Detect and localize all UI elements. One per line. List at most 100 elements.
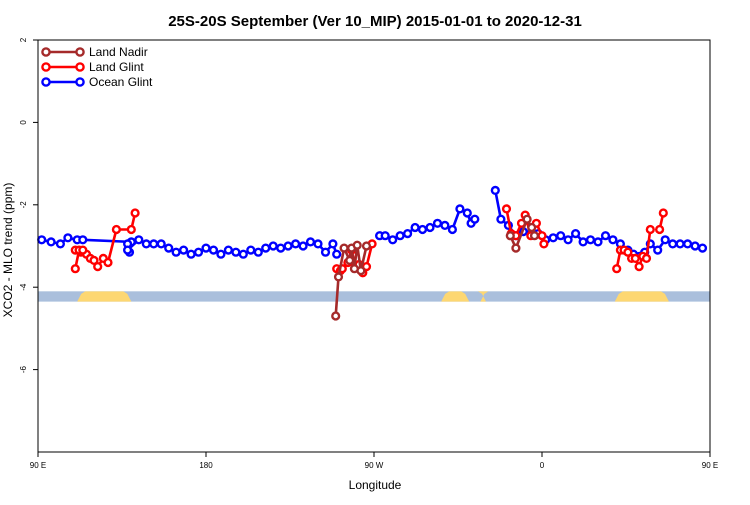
x-tick-label-2: 90 W — [365, 461, 384, 470]
land-nadir-point-8 — [356, 266, 366, 276]
ocean-glint-point-33 — [298, 241, 308, 251]
ocean-glint-point-31 — [283, 241, 293, 251]
land-nadir-point-4 — [345, 255, 355, 266]
land-nadir-point-13 — [527, 222, 537, 233]
land-glint-point-33 — [539, 239, 549, 249]
y-tick-label-0: 2 — [19, 37, 28, 42]
ocean-glint-point-51 — [462, 208, 472, 218]
ocean-glint-point-4 — [63, 233, 73, 243]
ocean-glint-point-44 — [410, 222, 420, 233]
ocean-glint-point-17 — [179, 245, 189, 255]
ocean-glint-point-14 — [156, 239, 166, 249]
ocean-glint-point-64 — [563, 235, 573, 245]
legend-label-land-nadir: Land Nadir — [89, 45, 148, 59]
land-nadir-point-3 — [339, 243, 349, 253]
ocean-glint-point-50 — [455, 204, 465, 214]
y-axis-label: XCO2 - MLO trend (ppm) — [1, 183, 15, 318]
ocean-glint-point-18 — [186, 249, 196, 259]
land-glint-point-12 — [70, 264, 80, 274]
legend-marker-left-ocean-glint — [41, 77, 51, 87]
ocean-glint-point-11 — [134, 235, 144, 245]
land-glint-point-44 — [654, 224, 665, 235]
ocean-glint-point-76 — [653, 245, 663, 255]
ocean-glint-point-21 — [208, 245, 219, 255]
land-nadir-point-7 — [352, 240, 362, 250]
land-glint-point-11 — [130, 208, 140, 218]
ocean-glint-point-20 — [201, 243, 211, 253]
ocean-glint-point-34 — [305, 237, 316, 247]
ocean-glint-point-68 — [593, 237, 603, 247]
ocean-glint-point-40 — [380, 231, 390, 241]
land-region-1 — [77, 291, 132, 302]
ocean-glint-point-36 — [320, 247, 331, 257]
land-nadir-point-10 — [505, 231, 515, 241]
legend-label-land-glint: Land Glint — [89, 60, 144, 74]
ocean-glint-point-70 — [608, 235, 618, 245]
land-glint-point-37 — [623, 247, 633, 257]
x-tick-label-0: 90 E — [30, 461, 46, 470]
ocean-glint-point-48 — [440, 220, 450, 231]
land-glint-point-45 — [658, 208, 668, 218]
ocean-glint-point-42 — [395, 231, 405, 241]
x-axis-label: Longitude — [349, 478, 402, 492]
x-tick-label-3: 0 — [540, 461, 545, 470]
land-nadir-point-9 — [361, 241, 372, 251]
land-glint-point-9 — [111, 224, 122, 235]
ocean-glint-point-77 — [660, 235, 670, 245]
land-region-4 — [614, 291, 669, 302]
ocean-glint-point-6 — [78, 235, 88, 245]
x-tick-label-1: 180 — [199, 461, 213, 470]
land-nadir-point-2 — [333, 272, 344, 282]
land-glint-point-42 — [641, 253, 652, 264]
land-glint-point-6 — [93, 262, 103, 272]
ocean-glint-point-2 — [46, 237, 56, 247]
land-glint-point-40 — [634, 262, 644, 272]
ocean-glint-point-13 — [149, 239, 159, 249]
ocean-glint-point-22 — [216, 249, 226, 259]
ocean-glint-point-53 — [470, 214, 480, 224]
ocean-glint-point-37 — [328, 239, 338, 249]
ocean-glint-point-43 — [403, 229, 413, 239]
ocean-glint-point-78 — [668, 239, 678, 249]
ocean-glint-point-26 — [246, 245, 256, 255]
land-glint-point-8 — [103, 257, 113, 268]
ocean-glint-point-1 — [37, 235, 47, 245]
ocean-glint-point-29 — [268, 241, 278, 251]
legend-item-land-nadir: Land Nadir — [41, 45, 148, 59]
ocean-glint-point-16 — [171, 247, 181, 257]
ocean-glint-point-12 — [141, 239, 151, 249]
chart-title: 25S-20S September (Ver 10_MIP) 2015-01-0… — [168, 13, 582, 30]
legend-item-ocean-glint: Ocean Glint — [41, 75, 153, 89]
ocean-glint-point-47 — [432, 218, 443, 228]
legend-marker-right-land-glint — [75, 62, 85, 72]
ocean-glint-point-55 — [496, 214, 506, 224]
ocean-glint-point-32 — [291, 239, 301, 249]
ocean-glint-point-49 — [447, 224, 458, 235]
ocean-glint-point-69 — [600, 231, 611, 241]
legend-marker-left-land-glint — [41, 62, 51, 72]
ocean-glint-point-30 — [276, 243, 286, 253]
land-nadir-point-12 — [522, 214, 532, 224]
ocean-glint-point-82 — [697, 243, 708, 253]
ocean-glint-point-15 — [164, 243, 174, 253]
ocean-glint-point-28 — [261, 243, 271, 253]
series-land-nadir — [331, 214, 540, 321]
ocean-glint-point-19 — [193, 247, 204, 257]
ocean-glint-point-62 — [548, 233, 558, 243]
y-tick-label-2: -2 — [19, 201, 28, 209]
ocean-glint-point-54 — [490, 185, 500, 196]
land-ocean-band — [38, 291, 710, 302]
land-glint-point-14 — [78, 245, 88, 255]
legend-label-ocean-glint: Ocean Glint — [89, 75, 153, 89]
land-glint-point-34 — [612, 264, 622, 274]
ocean-glint-point-79 — [675, 239, 685, 249]
land-glint-point-39 — [630, 253, 640, 264]
ocean-glint-point-81 — [690, 241, 700, 251]
ocean-glint-point-23 — [223, 245, 234, 255]
land-glint-point-25 — [501, 204, 512, 214]
ocean-glint-point-24 — [231, 247, 241, 257]
land-nadir-point-11 — [511, 243, 521, 253]
ocean-glint-point-45 — [417, 224, 428, 235]
